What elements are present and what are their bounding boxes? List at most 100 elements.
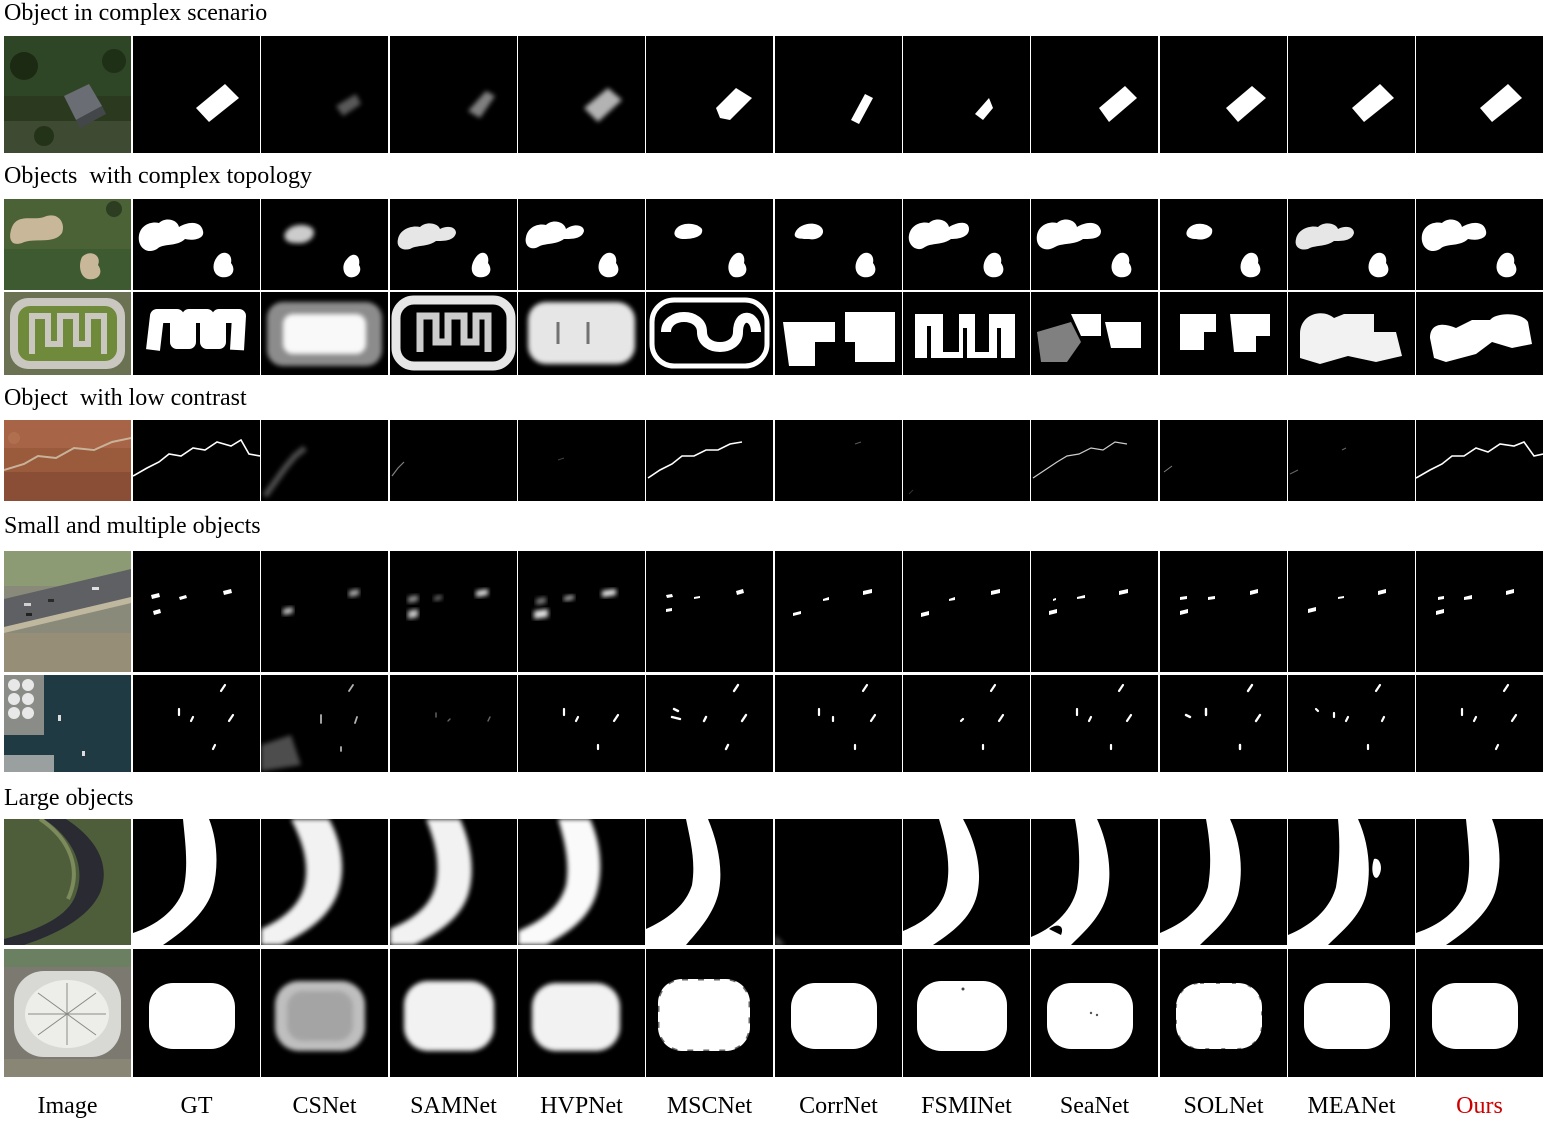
hvpnet-stadium-thumbnail bbox=[518, 949, 645, 1077]
ours-bunkers-thumbnail bbox=[1416, 199, 1543, 290]
corrnet-stadium-thumbnail bbox=[775, 949, 902, 1077]
image-row bbox=[4, 675, 1543, 772]
csnet-bunkers-thumbnail bbox=[261, 199, 388, 290]
csnet-cars-thumbnail bbox=[261, 551, 388, 672]
image-row bbox=[4, 420, 1543, 501]
fsminet-stadium-thumbnail bbox=[903, 949, 1030, 1077]
hvpnet-river-thumbnail bbox=[518, 819, 645, 945]
mscnet-crack-thumbnail bbox=[646, 420, 773, 501]
samnet-boats-thumbnail bbox=[390, 675, 517, 772]
hvpnet-bunkers-thumbnail bbox=[518, 199, 645, 290]
meanet-stadium-thumbnail bbox=[1288, 949, 1415, 1077]
samnet-cars-thumbnail bbox=[390, 551, 517, 672]
ours-river-thumbnail bbox=[1416, 819, 1543, 945]
solnet-river-thumbnail bbox=[1160, 819, 1287, 945]
image-row bbox=[4, 949, 1543, 1077]
seanet-house-thumbnail bbox=[1031, 36, 1158, 153]
section-title-complex-topology: Objects with complex topology bbox=[4, 163, 312, 189]
column-label-meanet: MEANet bbox=[1307, 1093, 1396, 1119]
solnet-maze-thumbnail bbox=[1160, 292, 1287, 375]
meanet-boats-thumbnail bbox=[1288, 675, 1415, 772]
solnet-bunkers-thumbnail bbox=[1160, 199, 1287, 290]
fsminet-boats-thumbnail bbox=[903, 675, 1030, 772]
seanet-stadium-thumbnail bbox=[1031, 949, 1158, 1077]
seanet-boats-thumbnail bbox=[1031, 675, 1158, 772]
image-row bbox=[4, 199, 1543, 290]
mscnet-stadium-thumbnail bbox=[646, 949, 773, 1077]
ours-house-thumbnail bbox=[1416, 36, 1543, 153]
samnet-bunkers-thumbnail bbox=[390, 199, 517, 290]
column-label-solnet: SOLNet bbox=[1183, 1093, 1264, 1119]
seanet-cars-thumbnail bbox=[1031, 551, 1158, 672]
section-title-complex-scenario: Object in complex scenario bbox=[4, 0, 268, 26]
gt-house-thumbnail bbox=[133, 36, 260, 153]
mscnet-boats-thumbnail bbox=[646, 675, 773, 772]
csnet-boats-thumbnail bbox=[261, 675, 388, 772]
ours-boats-thumbnail bbox=[1416, 675, 1543, 772]
column-label-samnet: SAMNet bbox=[410, 1093, 497, 1119]
hvpnet-crack-thumbnail bbox=[518, 420, 645, 501]
image-crack-thumbnail bbox=[4, 420, 131, 501]
samnet-crack-thumbnail bbox=[390, 420, 517, 501]
samnet-river-thumbnail bbox=[390, 819, 517, 945]
gt-bunkers-thumbnail bbox=[133, 199, 260, 290]
meanet-cars-thumbnail bbox=[1288, 551, 1415, 672]
samnet-stadium-thumbnail bbox=[390, 949, 517, 1077]
image-stadium-thumbnail bbox=[4, 949, 131, 1077]
column-label-seanet: SeaNet bbox=[1059, 1093, 1130, 1119]
column-label-fsminet: FSMINet bbox=[921, 1093, 1012, 1119]
gt-cars-thumbnail bbox=[133, 551, 260, 672]
corrnet-bunkers-thumbnail bbox=[775, 199, 902, 290]
hvpnet-cars-thumbnail bbox=[518, 551, 645, 672]
image-row bbox=[4, 819, 1543, 945]
meanet-maze-thumbnail bbox=[1288, 292, 1415, 375]
corrnet-crack-thumbnail bbox=[775, 420, 902, 501]
fsminet-maze-thumbnail bbox=[903, 292, 1030, 375]
column-label-corrnet: CorrNet bbox=[799, 1093, 878, 1119]
ours-stadium-thumbnail bbox=[1416, 949, 1543, 1077]
hvpnet-maze-thumbnail bbox=[518, 292, 645, 375]
image-boats-thumbnail bbox=[4, 675, 131, 772]
gt-river-thumbnail bbox=[133, 819, 260, 945]
meanet-house-thumbnail bbox=[1288, 36, 1415, 153]
solnet-boats-thumbnail bbox=[1160, 675, 1287, 772]
image-row bbox=[4, 292, 1543, 375]
hvpnet-house-thumbnail bbox=[518, 36, 645, 153]
solnet-cars-thumbnail bbox=[1160, 551, 1287, 672]
seanet-crack-thumbnail bbox=[1031, 420, 1158, 501]
section-title-low-contrast: Object with low contrast bbox=[4, 385, 247, 411]
corrnet-river-thumbnail bbox=[775, 819, 902, 945]
column-label-gt: GT bbox=[180, 1093, 213, 1119]
corrnet-cars-thumbnail bbox=[775, 551, 902, 672]
image-cars-thumbnail bbox=[4, 551, 131, 672]
csnet-river-thumbnail bbox=[261, 819, 388, 945]
fsminet-cars-thumbnail bbox=[903, 551, 1030, 672]
column-label-image: Image bbox=[37, 1093, 98, 1119]
meanet-river-thumbnail bbox=[1288, 819, 1415, 945]
column-label-mscnet: MSCNet bbox=[666, 1093, 753, 1119]
mscnet-bunkers-thumbnail bbox=[646, 199, 773, 290]
seanet-river-thumbnail bbox=[1031, 819, 1158, 945]
gt-crack-thumbnail bbox=[133, 420, 260, 501]
image-house-thumbnail bbox=[4, 36, 131, 153]
gt-stadium-thumbnail bbox=[133, 949, 260, 1077]
fsminet-house-thumbnail bbox=[903, 36, 1030, 153]
image-row bbox=[4, 36, 1543, 153]
fsminet-bunkers-thumbnail bbox=[903, 199, 1030, 290]
csnet-crack-thumbnail bbox=[261, 420, 388, 501]
meanet-bunkers-thumbnail bbox=[1288, 199, 1415, 290]
csnet-maze-thumbnail bbox=[261, 292, 388, 375]
image-river-thumbnail bbox=[4, 819, 131, 945]
solnet-house-thumbnail bbox=[1160, 36, 1287, 153]
column-label-ours: Ours bbox=[1456, 1093, 1503, 1119]
ours-crack-thumbnail bbox=[1416, 420, 1543, 501]
seanet-bunkers-thumbnail bbox=[1031, 199, 1158, 290]
image-bunkers-thumbnail bbox=[4, 199, 131, 290]
corrnet-maze-thumbnail bbox=[775, 292, 902, 375]
mscnet-house-thumbnail bbox=[646, 36, 773, 153]
section-title-small-multiple: Small and multiple objects bbox=[4, 513, 261, 539]
corrnet-house-thumbnail bbox=[775, 36, 902, 153]
gt-boats-thumbnail bbox=[133, 675, 260, 772]
csnet-house-thumbnail bbox=[261, 36, 388, 153]
column-label-csnet: CSNet bbox=[292, 1093, 357, 1119]
